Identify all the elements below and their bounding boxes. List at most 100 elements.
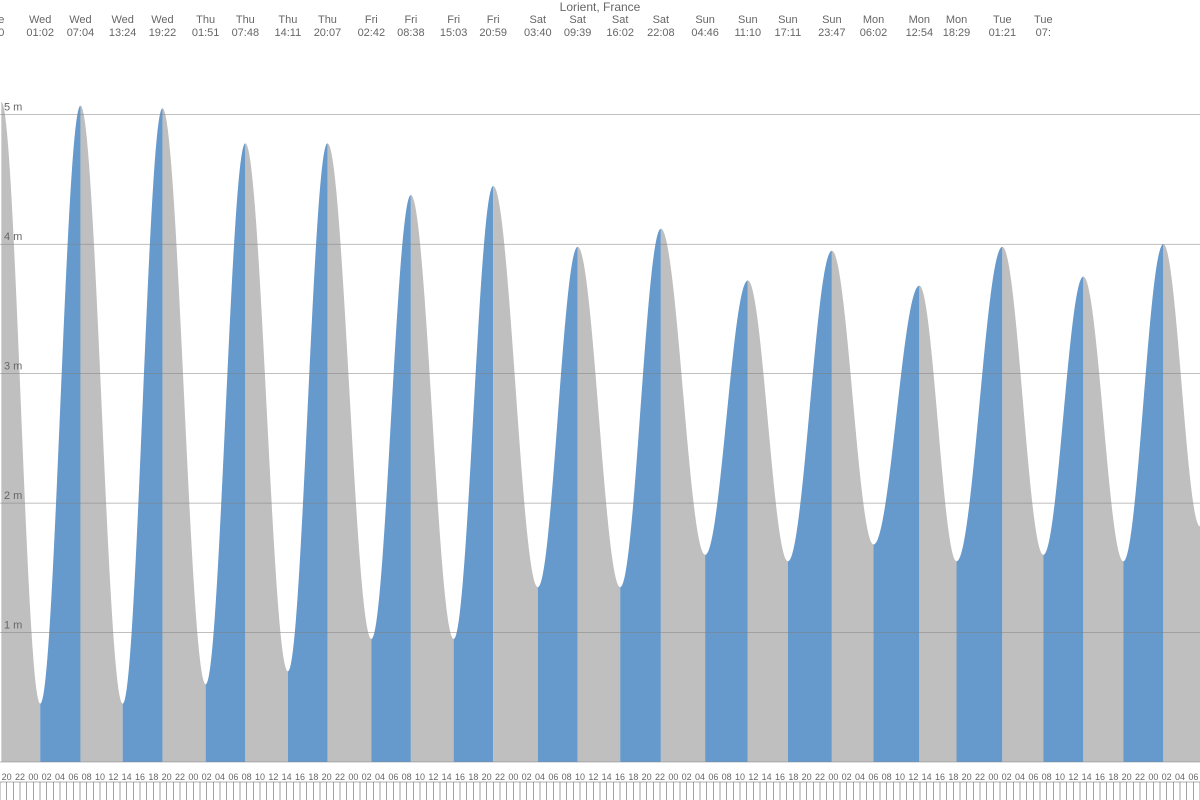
x-hour-label: 04: [1175, 772, 1185, 782]
top-label-day: Sun: [775, 14, 802, 27]
top-label-day: Sat: [606, 14, 634, 27]
top-label-day: Fri: [440, 14, 468, 27]
x-hour-label: 10: [895, 772, 905, 782]
top-time-label: Sat09:39: [564, 14, 592, 40]
x-hour-label: 06: [388, 772, 398, 782]
x-hour-label: 20: [322, 772, 332, 782]
top-label-time: 01:51: [192, 27, 220, 40]
x-hour-label: 10: [1055, 772, 1065, 782]
tide-segment: [578, 247, 621, 762]
tide-segment: [288, 143, 328, 762]
top-time-label: Sat16:02: [606, 14, 634, 40]
x-hour-label: 12: [588, 772, 598, 782]
x-hour-label: 18: [628, 772, 638, 782]
x-hour-label: 20: [962, 772, 972, 782]
tide-segment: [748, 280, 788, 762]
x-hour-label: 04: [695, 772, 705, 782]
top-time-label: Mon06:02: [860, 14, 888, 40]
top-label-day: Thu: [192, 14, 220, 27]
top-time-label: Wed19:22: [149, 14, 177, 40]
x-hour-label: 22: [1135, 772, 1145, 782]
x-hour-label: 02: [362, 772, 372, 782]
tide-segment: [206, 143, 246, 762]
x-hour-label: 14: [602, 772, 612, 782]
y-axis-label: 3 m: [4, 361, 22, 373]
top-time-label: Fri20:59: [479, 14, 507, 40]
x-hour-label: 12: [748, 772, 758, 782]
top-time-label: Mon12:54: [906, 14, 934, 40]
x-hour-label: 08: [562, 772, 572, 782]
x-hour-label: 16: [775, 772, 785, 782]
top-time-label: Thu01:51: [192, 14, 220, 40]
tide-segment: [1083, 277, 1123, 762]
top-label-time: 09:39: [564, 27, 592, 40]
x-hour-label: 06: [1188, 772, 1198, 782]
x-hour-label: 04: [375, 772, 385, 782]
x-hour-label: 16: [295, 772, 305, 782]
x-hour-label: 02: [522, 772, 532, 782]
x-hour-label: 20: [1122, 772, 1132, 782]
x-hour-label: 16: [935, 772, 945, 782]
top-label-day: Wed: [26, 14, 54, 27]
x-hour-label: 10: [415, 772, 425, 782]
top-label-time: 11:10: [734, 27, 761, 40]
top-label-day: Fri: [358, 14, 386, 27]
x-hour-label: 00: [188, 772, 198, 782]
top-label-day: Sun: [734, 14, 761, 27]
x-hour-label: 10: [255, 772, 265, 782]
top-time-label: Sun11:10: [734, 14, 761, 40]
x-hour-label: 00: [508, 772, 518, 782]
x-hour-label: 18: [308, 772, 318, 782]
x-hour-label: 04: [855, 772, 865, 782]
top-time-label: Sun17:11: [775, 14, 802, 40]
top-label-time: 02:42: [358, 27, 386, 40]
top-label-day: Sat: [647, 14, 675, 27]
x-hour-label: 14: [1082, 772, 1092, 782]
x-hour-label: 22: [975, 772, 985, 782]
x-hour-label: 22: [15, 772, 25, 782]
x-hour-label: 22: [335, 772, 345, 782]
top-time-label: Wed01:02: [26, 14, 54, 40]
x-hour-label: 14: [282, 772, 292, 782]
top-label-time: 15:03: [440, 27, 468, 40]
tide-segment: [874, 286, 920, 762]
top-time-label: Sun04:46: [691, 14, 719, 40]
x-hour-label: 06: [708, 772, 718, 782]
top-time-label: e0: [0, 14, 4, 40]
x-hour-label: 04: [535, 772, 545, 782]
tide-segment: [620, 229, 661, 762]
tide-segment: [919, 286, 956, 762]
x-hour-label: 20: [802, 772, 812, 782]
x-hour-label: 02: [202, 772, 212, 782]
x-hour-label: 06: [1028, 772, 1038, 782]
x-hour-label: 14: [922, 772, 932, 782]
x-hour-label: 10: [575, 772, 585, 782]
x-hour-label: 00: [668, 772, 678, 782]
top-time-label: Tue01:21: [989, 14, 1017, 40]
top-label-day: Mon: [943, 14, 971, 27]
top-label-time: 07:: [1034, 27, 1053, 40]
x-hour-label: 22: [495, 772, 505, 782]
y-axis-label: 1 m: [4, 620, 22, 632]
top-label-day: Thu: [275, 14, 302, 27]
x-hour-label: 12: [908, 772, 918, 782]
x-hour-label: 14: [122, 772, 132, 782]
top-label-day: Sun: [818, 14, 846, 27]
x-hour-label: 08: [242, 772, 252, 782]
top-label-time: 23:47: [818, 27, 846, 40]
top-label-time: 03:40: [524, 27, 552, 40]
x-hour-label: 08: [1042, 772, 1052, 782]
x-hour-label: 10: [735, 772, 745, 782]
x-hour-label: 00: [828, 772, 838, 782]
top-label-day: Tue: [1034, 14, 1053, 27]
x-hour-label: 04: [215, 772, 225, 782]
top-time-label: Fri02:42: [358, 14, 386, 40]
x-hour-label: 18: [1108, 772, 1118, 782]
x-hour-label: 02: [42, 772, 52, 782]
top-label-day: Tue: [989, 14, 1017, 27]
tide-segment: [371, 195, 411, 762]
top-label-time: 01:02: [26, 27, 54, 40]
x-hour-label: 16: [1095, 772, 1105, 782]
x-hour-label: 08: [722, 772, 732, 782]
x-hour-label: 06: [228, 772, 238, 782]
